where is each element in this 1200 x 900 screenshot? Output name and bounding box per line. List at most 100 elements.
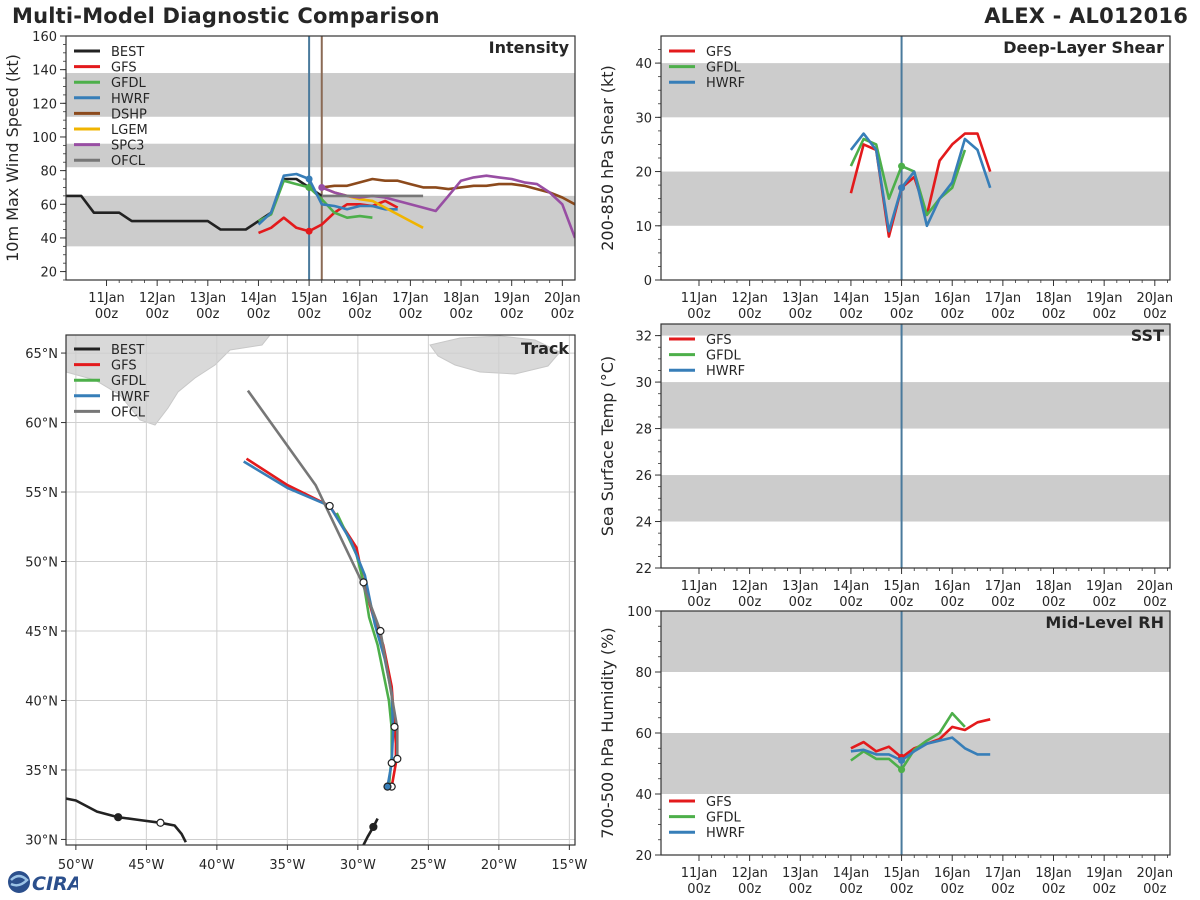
x-tick-label-date: 12Jan [731, 291, 768, 306]
x-tick-label-hour: 00z [991, 595, 1015, 610]
x-tick-label-hour: 00z [789, 882, 813, 897]
x-tick-label-date: 17Jan [985, 866, 1022, 881]
y-tick-label: 32 [635, 330, 652, 345]
axes-frame [65, 35, 576, 281]
panel-title: Deep-Layer Shear [1003, 38, 1164, 57]
y-tick-label: 140 [32, 64, 57, 79]
latitude-label: 65°N [25, 347, 58, 362]
x-tick-label-date: 20Jan [1137, 579, 1174, 594]
x-tick-label-date: 14Jan [240, 291, 277, 306]
x-tick-label-hour: 00z [789, 307, 813, 322]
latitude-label: 60°N [25, 417, 58, 432]
series-dshp [321, 177, 575, 206]
panel-shear: 01020304011Jan00z12Jan00z13Jan00z14Jan00… [598, 35, 1173, 322]
panel-title: Intensity [489, 38, 570, 57]
x-tick-label-date: 15Jan [883, 579, 920, 594]
x-tick-label-hour: 00z [738, 882, 762, 897]
x-tick-label-hour: 00z [399, 307, 423, 322]
marker-hwrf [898, 184, 906, 192]
x-tick-label-date: 12Jan [139, 291, 176, 306]
x-tick-label-hour: 00z [941, 307, 965, 322]
y-tick-label: 40 [635, 57, 652, 72]
shaded-band [661, 733, 1170, 794]
legend-label-hwrf: HWRF [706, 826, 745, 841]
x-tick-label-hour: 00z [1042, 882, 1066, 897]
page-title: Multi-Model Diagnostic Comparison [12, 4, 440, 28]
x-tick-label-hour: 00z [1092, 307, 1116, 322]
greenland-landmass [66, 335, 271, 426]
y-tick-label: 60 [40, 198, 57, 213]
x-tick-label-hour: 00z [839, 307, 863, 322]
marker-gfs [305, 227, 313, 235]
legend-label-ofcl: OFCL [111, 405, 146, 420]
legend-label-gfs: GFS [706, 45, 732, 60]
x-tick-label-date: 12Jan [731, 579, 768, 594]
x-tick-label-hour: 00z [1143, 882, 1167, 897]
y-tick-label: 80 [40, 165, 57, 180]
series-gfdl [850, 711, 966, 771]
plot-area [661, 611, 1170, 855]
x-tick-label-date: 18Jan [1035, 866, 1072, 881]
x-tick-label-date: 20Jan [1137, 866, 1174, 881]
legend-label-gfs: GFS [706, 333, 732, 348]
track-point-ofcl [393, 754, 402, 763]
x-tick-label-hour: 00z [890, 595, 914, 610]
x-tick-label-hour: 00z [145, 307, 169, 322]
x-tick-label-date: 19Jan [1086, 291, 1123, 306]
x-tick-label-hour: 00z [1143, 307, 1167, 322]
x-tick-label-hour: 00z [500, 307, 524, 322]
x-tick-label-hour: 00z [1042, 307, 1066, 322]
track-point-best [369, 822, 378, 832]
legend-label-gfs: GFS [111, 61, 137, 76]
x-tick-label-date: 13Jan [782, 291, 819, 306]
y-tick-label: 22 [635, 562, 652, 577]
legend-label-hwrf: HWRF [706, 364, 745, 379]
panel-title: Track [521, 339, 569, 358]
x-tick-label-date: 13Jan [190, 291, 227, 306]
track-best [66, 797, 187, 843]
x-tick-label-hour: 00z [247, 307, 271, 322]
panel-title: Mid-Level RH [1045, 613, 1164, 632]
x-tick-label-date: 16Jan [934, 579, 971, 594]
y-axis-label: Sea Surface Temp (°C) [598, 356, 617, 536]
legend-label-gfdl: GFDL [706, 61, 742, 76]
track-point-hwrf [387, 758, 396, 768]
shaded-band [661, 382, 1170, 429]
storm-id: ALEX - AL012016 [984, 4, 1188, 28]
marker-gfdl [898, 766, 906, 774]
series-gfs [258, 199, 399, 235]
x-tick-label-hour: 00z [1042, 595, 1066, 610]
y-tick-label: 30 [635, 376, 652, 391]
shaded-band [66, 143, 575, 168]
legend-label-gfdl: GFDL [111, 76, 147, 91]
x-tick-label-hour: 00z [687, 307, 711, 322]
y-tick-label: 100 [627, 605, 652, 620]
y-tick-label: 20 [635, 166, 652, 181]
latitude-label: 45°N [25, 625, 58, 640]
x-tick-label-hour: 00z [449, 307, 473, 322]
x-tick-label-hour: 00z [297, 307, 321, 322]
cira-logo: CIRA [6, 868, 78, 896]
shaded-band [661, 324, 1170, 336]
legend-label-gfs: GFS [111, 359, 137, 374]
y-tick-label: 100 [32, 131, 57, 146]
y-tick-label: 160 [32, 30, 57, 45]
x-tick-label-date: 11Jan [681, 866, 718, 881]
track-point-gfs [359, 578, 368, 587]
shaded-band [66, 73, 575, 117]
x-tick-label-date: 19Jan [1086, 866, 1123, 881]
legend-label-hwrf: HWRF [111, 92, 150, 107]
x-tick-label-hour: 00z [941, 595, 965, 610]
map-area [66, 335, 575, 845]
axes-frame [65, 334, 576, 846]
legend-label-lgem: LGEM [111, 123, 148, 138]
x-tick-label-hour: 00z [95, 307, 119, 322]
axes-frame [660, 323, 1171, 569]
legend-label-dshp: DSHP [111, 107, 147, 122]
y-tick-label: 24 [635, 516, 652, 531]
series-hwrf [849, 132, 992, 233]
logo-text: CIRA [32, 873, 78, 895]
x-tick-label-date: 18Jan [1035, 291, 1072, 306]
y-tick-label: 26 [635, 469, 652, 484]
marker-hwrf [305, 175, 313, 183]
